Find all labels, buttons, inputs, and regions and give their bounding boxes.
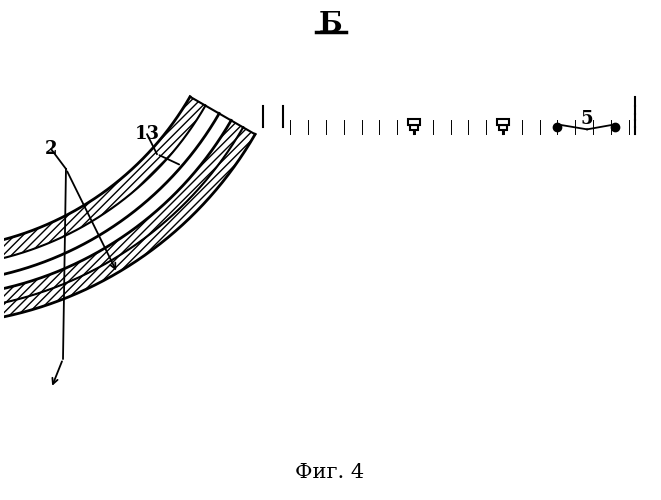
- Polygon shape: [0, 128, 255, 325]
- Bar: [410, 126, 418, 130]
- Polygon shape: [0, 96, 206, 268]
- Text: 2: 2: [45, 140, 58, 158]
- Polygon shape: [0, 120, 243, 311]
- Bar: [497, 120, 509, 126]
- Text: Б: Б: [318, 11, 342, 38]
- Polygon shape: [0, 114, 231, 298]
- Text: Фиг. 4: Фиг. 4: [295, 463, 365, 482]
- Bar: [408, 120, 420, 126]
- Polygon shape: [0, 106, 219, 284]
- Bar: [499, 126, 507, 130]
- Text: 5: 5: [581, 110, 594, 128]
- Text: 13: 13: [135, 126, 159, 144]
